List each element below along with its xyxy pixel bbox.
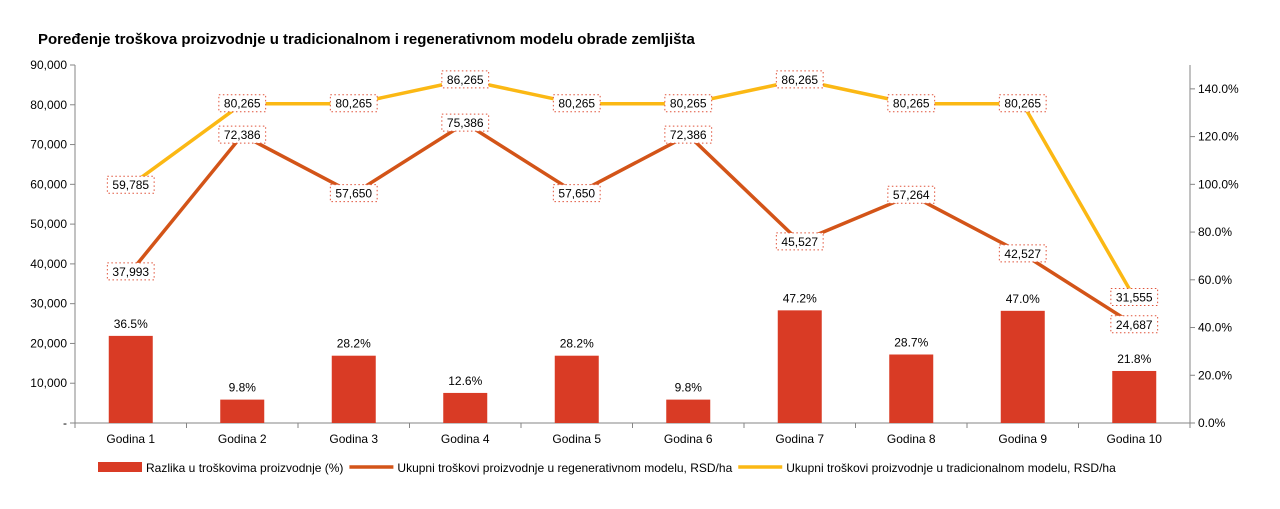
left-tick-label: -: [63, 416, 67, 430]
line-data-label-box: [775, 70, 824, 89]
bar: [777, 310, 822, 423]
chart-title: Poređenje troškova proizvodnje u tradici…: [38, 31, 695, 48]
category-label: Godina 5: [552, 432, 601, 446]
line-data-label: 45,527: [781, 235, 818, 249]
bar-data-label: 21.8%: [1117, 352, 1151, 366]
line-data-label-box: [1110, 315, 1159, 334]
category-label: Godina 9: [998, 432, 1047, 446]
bar: [666, 399, 711, 423]
line-data-label: 37,993: [112, 265, 149, 279]
line-data-label-box: [218, 94, 267, 113]
line-data-label: 42,527: [1004, 247, 1041, 261]
bar-data-label: 9.8%: [675, 381, 703, 395]
line-data-label: 80,265: [1004, 97, 1041, 111]
left-tick-label: 50,000: [30, 217, 67, 231]
line-data-label-box: [998, 244, 1047, 263]
line-data-label-box: [329, 184, 378, 203]
line-data-label: 75,386: [447, 116, 484, 130]
line-data-label: 59,785: [112, 178, 149, 192]
legend-label: Ukupni troškovi proizvodnje u tradiciona…: [786, 461, 1116, 475]
right-tick-label: 80.0%: [1198, 225, 1232, 239]
category-label: Godina 4: [441, 432, 490, 446]
category-label: Godina 2: [218, 432, 267, 446]
right-tick-label: 60.0%: [1198, 273, 1232, 287]
line-data-label-box: [218, 125, 267, 144]
plot-area: - 10,000 20,000 30,000 40,000 50,000 60,000 70,…: [30, 58, 1239, 446]
line-data-label: 80,265: [558, 97, 595, 111]
right-tick-label: 140.0%: [1198, 82, 1239, 96]
left-tick-label: 60,000: [30, 177, 67, 191]
right-tick-label: 0.0%: [1198, 416, 1226, 430]
line-data-label-box: [441, 113, 490, 132]
bar-data-label: 28.2%: [560, 337, 594, 351]
line-data-label-box: [552, 94, 601, 113]
category-label: Godina 7: [775, 432, 824, 446]
line-data-label-box: [552, 184, 601, 203]
right-tick-label: 20.0%: [1198, 368, 1232, 382]
bar: [443, 392, 488, 423]
bar: [220, 399, 265, 423]
line-data-label-box: [887, 185, 936, 204]
category-label: Godina 1: [106, 432, 155, 446]
line-data-label: 57,650: [558, 187, 595, 201]
legend: Razlika u troškovima proizvodnje (%) Ukup…: [98, 461, 1116, 475]
right-tick-label: 100.0%: [1198, 177, 1239, 191]
category-label: Godina 3: [329, 432, 378, 446]
line-data-label: 24,687: [1116, 318, 1153, 332]
line-data-label: 80,265: [893, 97, 930, 111]
bar: [1112, 370, 1157, 423]
bar-data-label: 28.7%: [894, 336, 928, 350]
category-label: Godina 10: [1107, 432, 1163, 446]
legend-label: Razlika u troškovima proizvodnje (%): [146, 461, 343, 475]
bar: [1000, 310, 1045, 423]
left-tick-label: 90,000: [30, 58, 67, 72]
line-data-label: 80,265: [670, 97, 707, 111]
bar-data-label: 28.2%: [337, 337, 371, 351]
bar-data-label: 12.6%: [448, 374, 482, 388]
line-data-label: 31,555: [1116, 290, 1153, 304]
left-tick-label: 80,000: [30, 98, 67, 112]
line-data-label-box: [775, 232, 824, 251]
series-line: [129, 121, 1136, 327]
line-data-label-box: [106, 262, 155, 281]
category-label: Godina 6: [664, 432, 713, 446]
series-line: [129, 78, 1136, 299]
line-data-label: 86,265: [447, 73, 484, 87]
line-data-label: 72,386: [224, 128, 261, 142]
bar-data-label: 47.2%: [783, 291, 817, 305]
bar-data-label: 47.0%: [1006, 292, 1040, 306]
line-data-label-box: [998, 94, 1047, 113]
line-data-label: 57,264: [893, 188, 930, 202]
line-data-label: 57,650: [335, 187, 372, 201]
right-tick-label: 120.0%: [1198, 130, 1239, 144]
line-data-label: 86,265: [781, 73, 818, 87]
line-data-label: 80,265: [335, 97, 372, 111]
line-data-label-box: [1110, 287, 1159, 306]
legend-label: Ukupni troškovi proizvodnje u regenerati…: [397, 461, 732, 475]
bar: [331, 355, 376, 423]
line-data-label: 80,265: [224, 97, 261, 111]
line-data-label-box: [664, 94, 713, 113]
left-tick-label: 30,000: [30, 297, 67, 311]
line-data-label-box: [664, 125, 713, 144]
line-data-label-box: [329, 94, 378, 113]
bar: [108, 335, 153, 423]
bar-data-label: 36.5%: [114, 317, 148, 331]
right-tick-label: 40.0%: [1198, 321, 1232, 335]
bar: [889, 354, 934, 423]
left-tick-label: 20,000: [30, 336, 67, 350]
left-tick-label: 40,000: [30, 257, 67, 271]
line-data-label: 72,386: [670, 128, 707, 142]
line-data-label-box: [106, 175, 155, 194]
left-tick-label: 70,000: [30, 138, 67, 152]
legend-swatch-bar: [98, 462, 142, 472]
left-tick-label: 10,000: [30, 376, 67, 390]
line-data-label-box: [887, 94, 936, 113]
line-data-label-box: [441, 70, 490, 89]
category-label: Godina 8: [887, 432, 936, 446]
bar-data-label: 9.8%: [229, 381, 257, 395]
bar: [554, 355, 599, 423]
